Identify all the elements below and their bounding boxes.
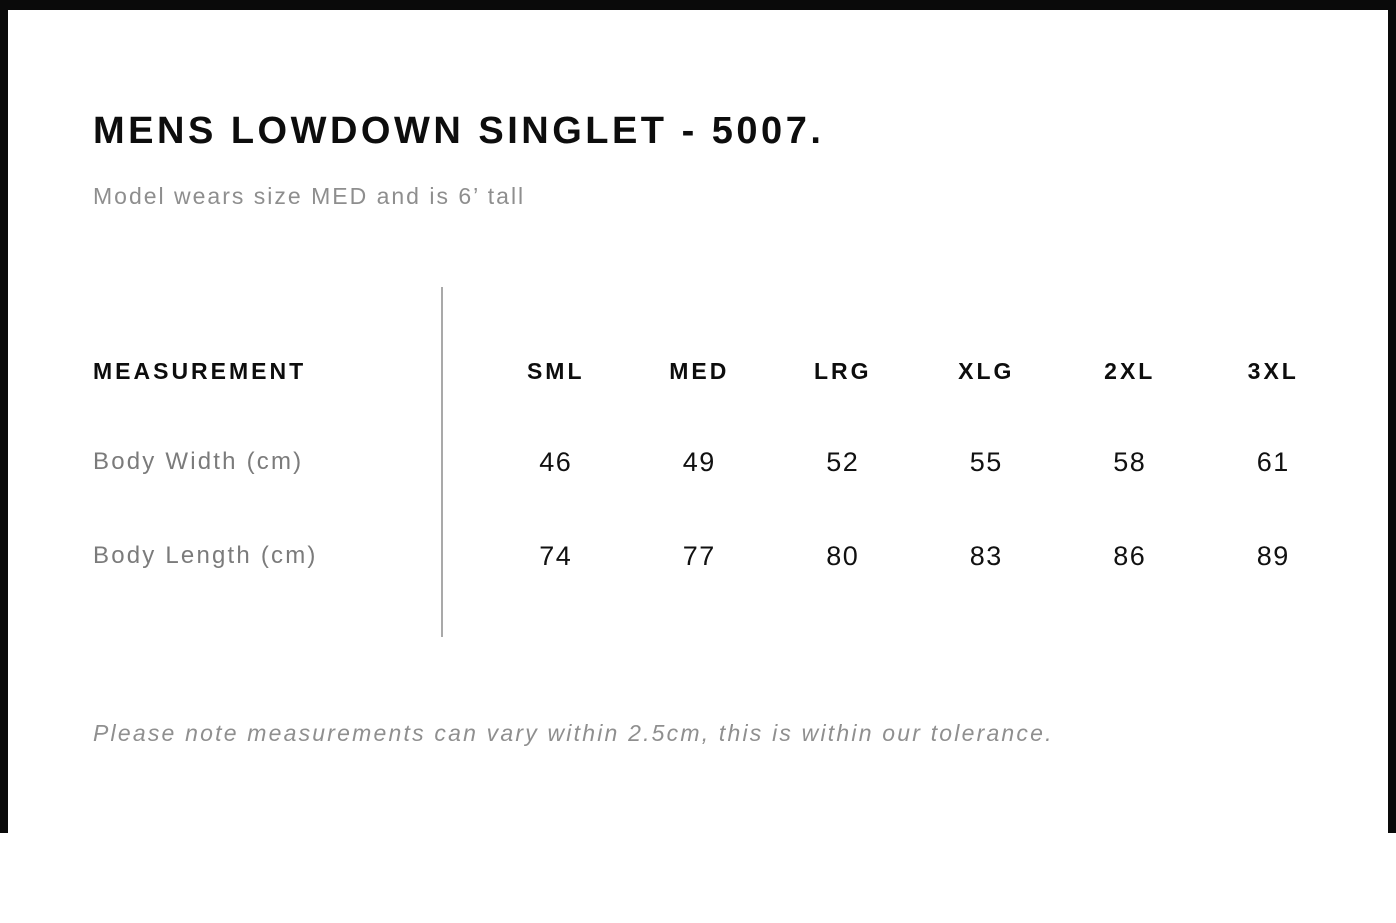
body-length-sml: 74 bbox=[539, 541, 573, 571]
body-width-3xl: 61 bbox=[1256, 447, 1290, 477]
body-length-3xl: 89 bbox=[1256, 541, 1290, 571]
column-header-xlg: XLG bbox=[958, 358, 1015, 384]
page-title: MENS LOWDOWN SINGLET - 5007. bbox=[93, 110, 825, 152]
model-size-info: Model wears size MED and is 6’ tall bbox=[93, 183, 526, 209]
body-width-sml: 46 bbox=[539, 447, 573, 477]
column-header-measurement: MEASUREMENT bbox=[93, 358, 307, 384]
table-row-body-width: Body Width (cm) 46 49 52 55 58 61 bbox=[93, 448, 1345, 476]
table-divider bbox=[441, 287, 443, 637]
size-chart-table: MEASUREMENT SML MED LRG XLG 2XL 3XL Body… bbox=[93, 287, 1345, 637]
body-length-med: 77 bbox=[682, 541, 716, 571]
size-guide-page: MENS LOWDOWN SINGLET - 5007. Model wears… bbox=[8, 110, 1388, 923]
body-length-lrg: 80 bbox=[826, 541, 860, 571]
body-width-2xl: 58 bbox=[1113, 447, 1147, 477]
page-frame: MENS LOWDOWN SINGLET - 5007. Model wears… bbox=[0, 0, 1396, 833]
tolerance-note: Please note measurements can vary within… bbox=[93, 720, 1054, 746]
column-header-2xl: 2XL bbox=[1104, 358, 1156, 384]
body-width-med: 49 bbox=[682, 447, 716, 477]
column-header-sml: SML bbox=[526, 358, 585, 384]
table-header-row: MEASUREMENT SML MED LRG XLG 2XL 3XL bbox=[93, 287, 1345, 385]
row-label-body-width: Body Width (cm) bbox=[93, 448, 304, 475]
body-length-xlg: 83 bbox=[969, 541, 1003, 571]
row-label-body-length: Body Length (cm) bbox=[93, 542, 318, 569]
table-row-body-length: Body Length (cm) 74 77 80 83 86 89 bbox=[93, 542, 1345, 570]
column-header-3xl: 3XL bbox=[1247, 358, 1299, 384]
column-header-lrg: LRG bbox=[813, 358, 872, 384]
body-length-2xl: 86 bbox=[1113, 541, 1147, 571]
body-width-xlg: 55 bbox=[969, 447, 1003, 477]
column-header-med: MED bbox=[669, 358, 730, 384]
body-width-lrg: 52 bbox=[826, 447, 860, 477]
